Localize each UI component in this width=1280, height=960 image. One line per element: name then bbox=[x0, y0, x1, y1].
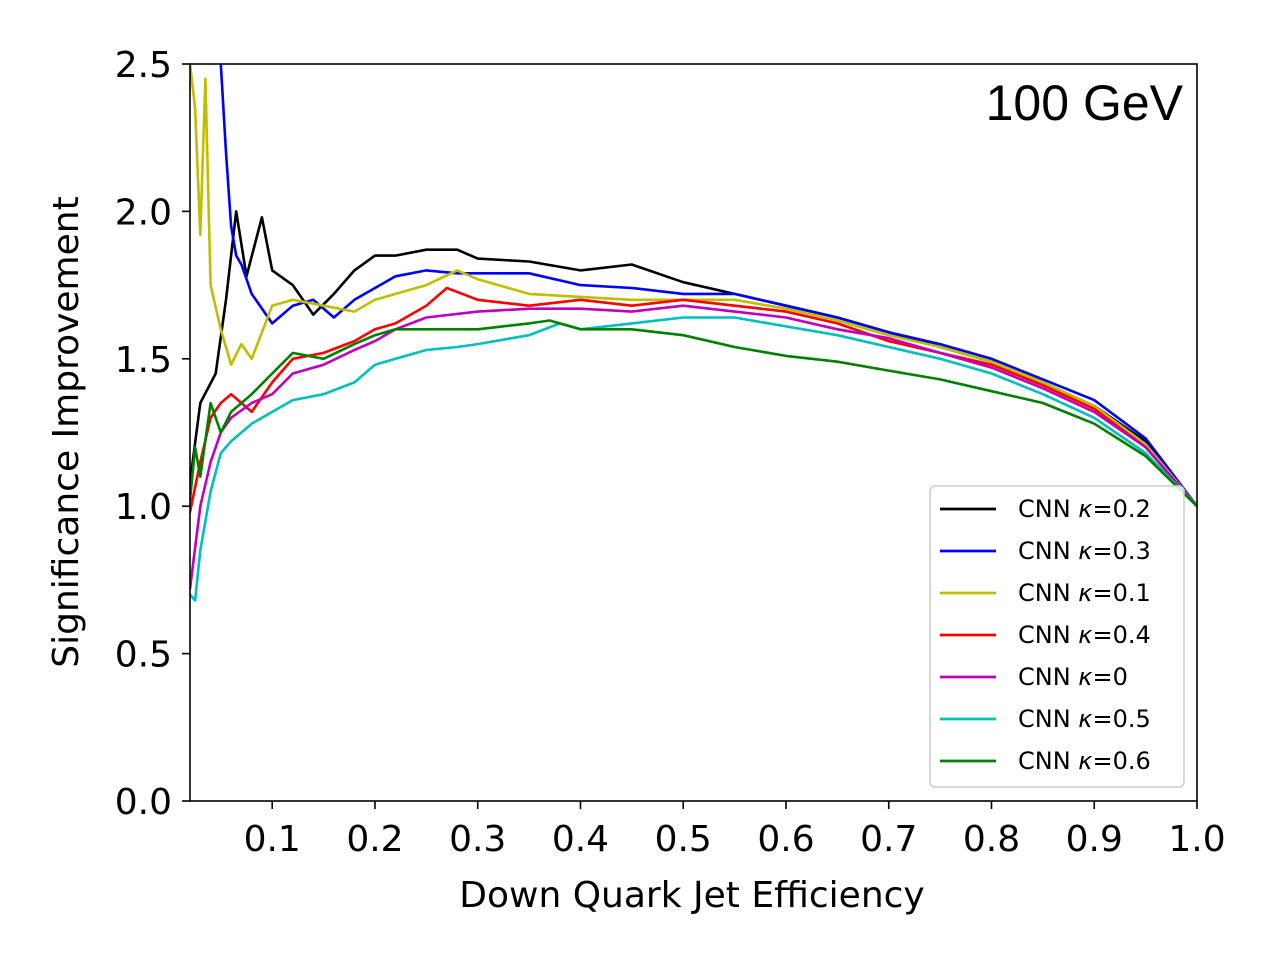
series-layer bbox=[190, 64, 1197, 602]
y-tick-label: 1.0 bbox=[115, 487, 172, 528]
legend-label-0: CNN κ=0.2 bbox=[1018, 495, 1151, 523]
y-tick-label: 1.5 bbox=[115, 340, 172, 381]
y-axis-ticks: 0.0 0.5 1.0 1.5 2.0 2.5 bbox=[115, 45, 190, 823]
legend-label-prefix: CNN bbox=[1018, 705, 1078, 733]
x-tick-label: 0.6 bbox=[757, 819, 814, 860]
x-tick-label: 0.2 bbox=[346, 819, 403, 860]
y-tick-label: 0.0 bbox=[115, 782, 172, 823]
legend-kappa-symbol: κ bbox=[1078, 495, 1093, 523]
legend-label-prefix: CNN bbox=[1018, 621, 1078, 649]
y-tick-label: 0.5 bbox=[115, 635, 172, 676]
x-tick-label: 0.1 bbox=[244, 819, 301, 860]
x-tick-label: 0.8 bbox=[963, 819, 1020, 860]
legend-label-prefix: CNN bbox=[1018, 747, 1078, 775]
legend-label-4: CNN κ=0 bbox=[1018, 663, 1128, 691]
legend-label-3: CNN κ=0.4 bbox=[1018, 621, 1151, 649]
legend-kappa-value: =0.6 bbox=[1092, 747, 1150, 775]
legend-kappa-value: =0.3 bbox=[1092, 537, 1150, 565]
annotation-energy: 100 GeV bbox=[986, 75, 1184, 131]
legend-kappa-value: =0.1 bbox=[1092, 579, 1150, 607]
series-line-2 bbox=[190, 64, 1197, 508]
x-axis-label: Down Quark Jet Efficiency bbox=[459, 875, 925, 916]
x-tick-label: 0.3 bbox=[449, 819, 506, 860]
legend-kappa-symbol: κ bbox=[1078, 537, 1093, 565]
legend-label-6: CNN κ=0.6 bbox=[1018, 747, 1151, 775]
x-tick-label: 0.4 bbox=[552, 819, 609, 860]
legend-label-prefix: CNN bbox=[1018, 663, 1078, 691]
legend-kappa-symbol: κ bbox=[1078, 579, 1093, 607]
legend-box bbox=[929, 485, 1185, 788]
legend-label-prefix: CNN bbox=[1018, 579, 1078, 607]
legend-kappa-symbol: κ bbox=[1078, 621, 1093, 649]
legend-kappa-value: =0.5 bbox=[1092, 705, 1150, 733]
y-tick-label: 2.0 bbox=[115, 192, 172, 233]
legend-kappa-symbol: κ bbox=[1078, 747, 1093, 775]
series-line-6 bbox=[190, 319, 1197, 508]
plot-frame bbox=[189, 63, 1198, 802]
legend-label-prefix: CNN bbox=[1018, 495, 1078, 523]
legend-label-prefix: CNN bbox=[1018, 537, 1078, 565]
legend-kappa-value: =0 bbox=[1092, 663, 1127, 691]
series-line-5 bbox=[190, 316, 1197, 602]
x-axis-ticks: 0.1 0.2 0.3 0.4 0.5 0.6 0.7 0.8 0.9 1.0 bbox=[244, 801, 1226, 860]
legend-kappa-symbol: κ bbox=[1078, 663, 1093, 691]
series-line-4 bbox=[190, 304, 1197, 591]
x-tick-label: 0.5 bbox=[655, 819, 712, 860]
legend-kappa-value: =0.4 bbox=[1092, 621, 1150, 649]
x-tick-label: 1.0 bbox=[1168, 819, 1225, 860]
x-tick-label: 0.7 bbox=[860, 819, 917, 860]
legend-kappa-symbol: κ bbox=[1078, 705, 1093, 733]
y-tick-label: 2.5 bbox=[115, 45, 172, 86]
legend-label-1: CNN κ=0.3 bbox=[1018, 537, 1151, 565]
series-line-1 bbox=[219, 64, 1197, 508]
y-axis-label: Significance Improvement bbox=[46, 196, 87, 667]
legend-label-2: CNN κ=0.1 bbox=[1018, 579, 1151, 607]
x-tick-label: 0.9 bbox=[1066, 819, 1123, 860]
legend-kappa-value: =0.2 bbox=[1092, 495, 1150, 523]
legend-label-5: CNN κ=0.5 bbox=[1018, 705, 1151, 733]
